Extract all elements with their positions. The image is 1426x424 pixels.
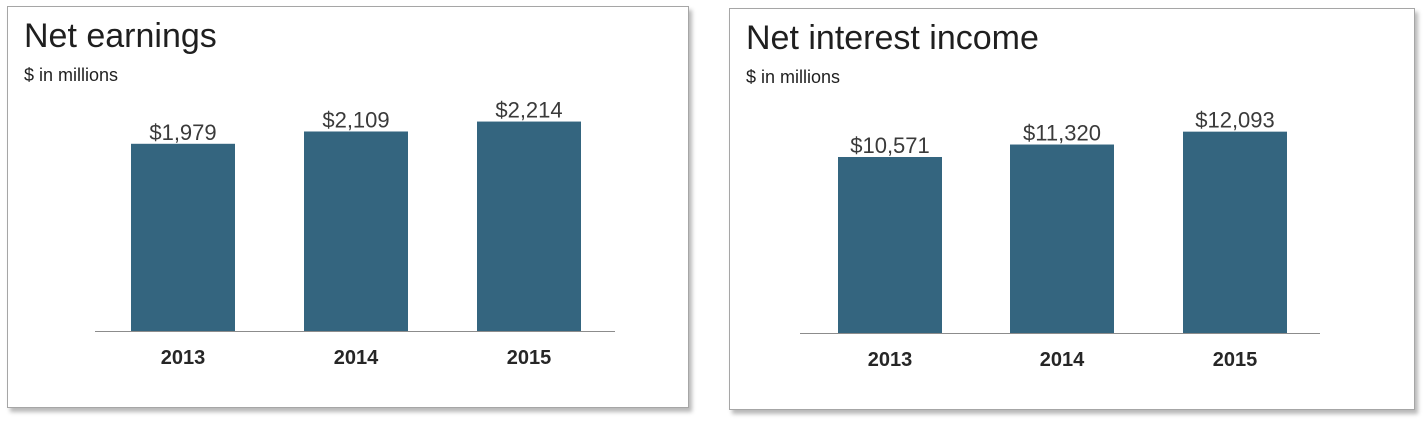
x-tick-label: 2013: [868, 349, 913, 371]
data-label: $12,093: [1195, 108, 1275, 133]
chart-subtitle: $ in millions: [24, 65, 119, 85]
net-interest-income-chart-panel: Net interest income $ in millions $10,57…: [729, 8, 1415, 410]
x-tick-label: 2015: [1213, 349, 1258, 371]
bar-2014: [304, 131, 408, 331]
bar-2015: [1183, 131, 1287, 333]
bar-2013: [838, 156, 942, 333]
data-label: $11,320: [1023, 121, 1101, 146]
net-interest-income-bar-chart: $10,571 2013 $11,320 2014 $12,093 2015: [800, 108, 1320, 371]
data-label: $2,214: [495, 98, 562, 123]
bar-2013: [131, 143, 235, 331]
net-earnings-chart-panel: Net earnings $ in millions $1,979 2013 $2,…: [7, 6, 689, 408]
x-tick-label: 2015: [507, 347, 552, 369]
x-tick-label: 2014: [1040, 349, 1085, 371]
data-label: $2,109: [322, 107, 389, 132]
bar-2015: [477, 121, 581, 331]
data-label: $10,571: [850, 133, 930, 158]
data-label: $1,979: [149, 120, 216, 145]
x-tick-label: 2014: [334, 347, 379, 369]
chart-subtitle: $ in millions: [746, 67, 841, 87]
chart-title: Net interest income: [746, 19, 1039, 57]
x-tick-label: 2013: [161, 347, 206, 369]
bar-2014: [1010, 144, 1114, 333]
net-earnings-bar-chart: $1,979 2013 $2,109 2014 $2,214 2015: [95, 98, 615, 369]
chart-title: Net earnings: [24, 17, 217, 55]
